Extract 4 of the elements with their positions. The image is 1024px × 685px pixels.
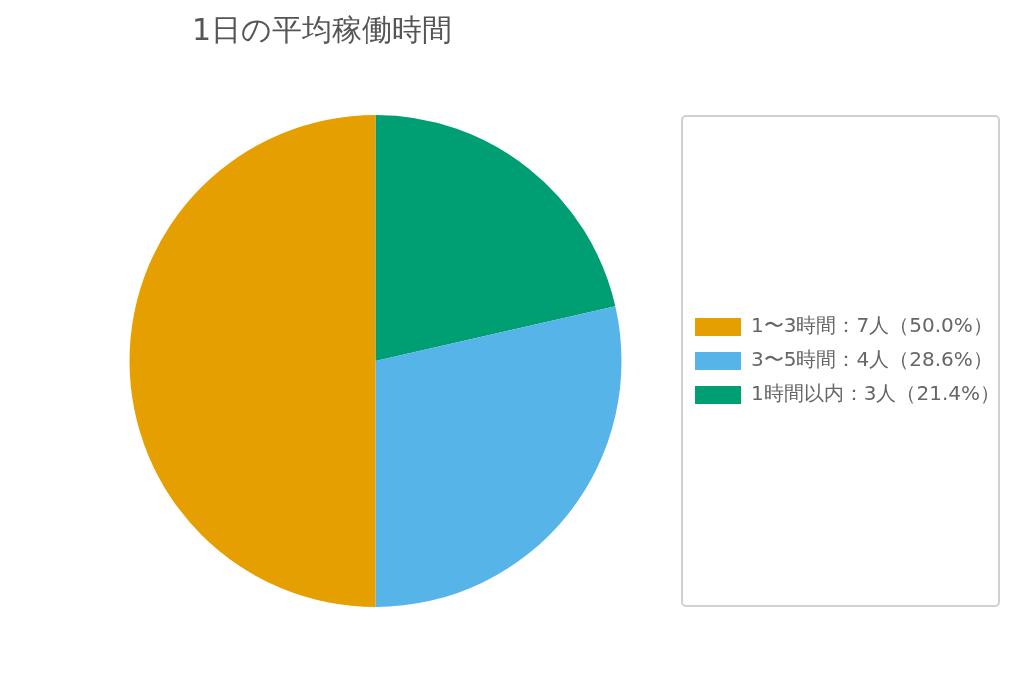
- legend-label: 1時間以内：3人（21.4%）: [751, 381, 1000, 406]
- chart-title: 1日の平均稼働時間: [190, 11, 454, 49]
- legend-label: 1〜3時間：7人（50.0%）: [751, 313, 993, 338]
- legend-label: 3〜5時間：4人（28.6%）: [751, 347, 993, 372]
